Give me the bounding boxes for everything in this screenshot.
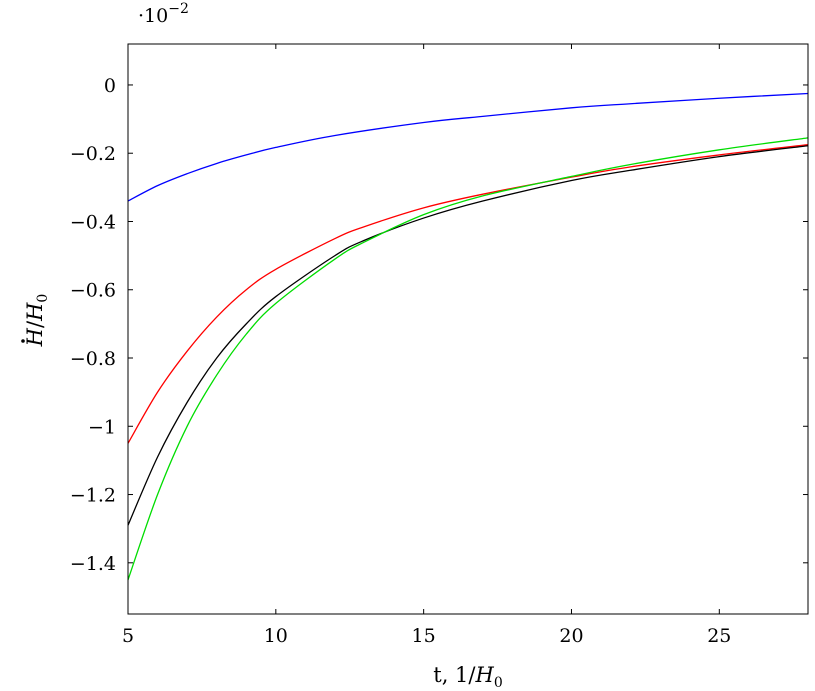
series-line-3 — [127, 145, 809, 526]
x-axis-label: t, 1/H0 — [433, 663, 502, 691]
y-multiplier-exponent: −2 — [168, 1, 189, 17]
y-axis-label-var1: H — [23, 327, 47, 347]
x-tick-label: 20 — [559, 625, 583, 647]
y-axis-label: H/H0 — [23, 294, 51, 348]
x-tick-label: 10 — [264, 625, 288, 647]
y-tick-label: 0 — [104, 75, 116, 97]
ticks-layer: 5 10 15 20 25 0 −0.2 −0.4 −0.6 −0.8 −1 −1.2 −1.4 — [70, 44, 808, 647]
y-tick-label: −1.4 — [70, 553, 116, 575]
series-layer — [127, 92, 809, 581]
plot-frame — [127, 43, 809, 615]
y-tick-label: −0.6 — [70, 280, 116, 302]
y-tick-label: −1.2 — [70, 485, 116, 507]
series-line-2 — [127, 144, 809, 444]
series-line-4 — [127, 137, 809, 581]
x-tick-label: 5 — [122, 625, 134, 647]
x-axis-label-sub: 0 — [494, 675, 503, 691]
y-multiplier: ·10−2 — [138, 1, 189, 27]
x-axis-label-text: t, 1/ — [433, 663, 476, 687]
y-tick-label: −0.4 — [70, 211, 116, 233]
y-tick-label: −1 — [88, 416, 116, 438]
y-tick-label: −0.2 — [70, 143, 116, 165]
x-tick-label: 15 — [412, 625, 436, 647]
y-axis-label-sub: 0 — [35, 294, 51, 303]
x-axis-label-var: H — [474, 663, 494, 687]
x-tick-label: 25 — [707, 625, 731, 647]
y-axis-label-slash: / — [23, 320, 47, 328]
y-tick-label: −0.8 — [70, 348, 116, 370]
y-axis-label-dot — [21, 339, 25, 343]
y-axis-label-var2: H — [23, 302, 47, 322]
series-line-1 — [127, 92, 809, 202]
y-multiplier-base: ·10 — [138, 5, 168, 27]
